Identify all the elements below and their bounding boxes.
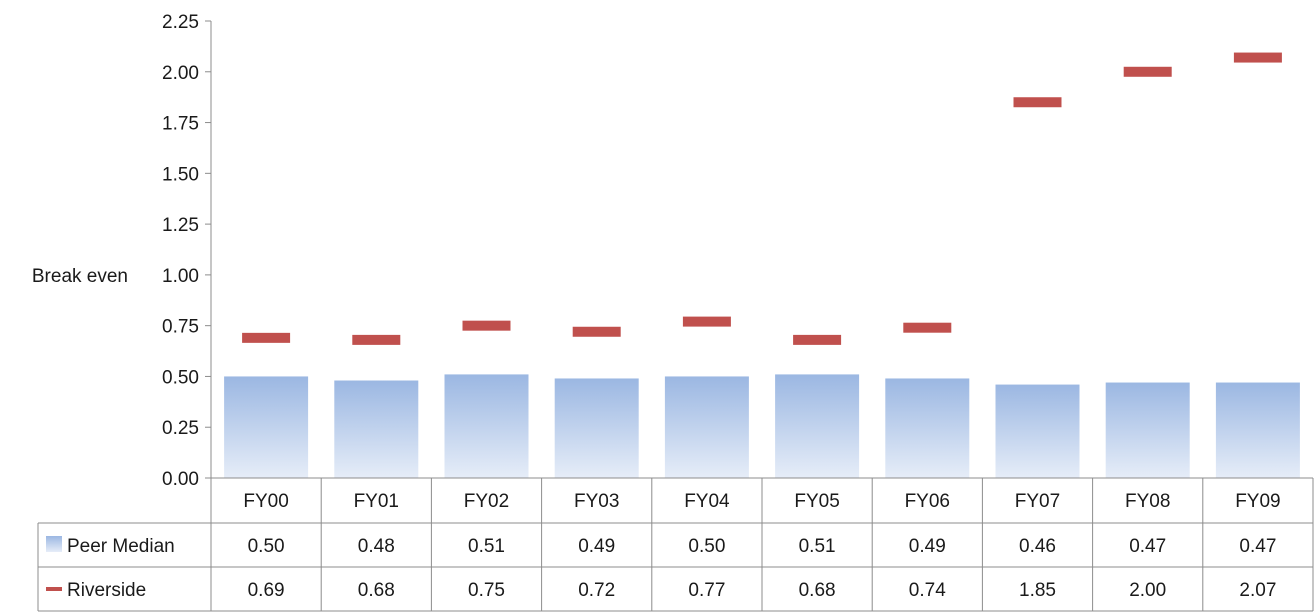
peer-median-bar [664, 376, 749, 478]
data-label: 0.75 [468, 580, 505, 601]
data-label: 0.50 [688, 536, 725, 557]
peer-median-bar [554, 378, 639, 478]
peer-median-bar [334, 380, 419, 478]
peer-median-bar [444, 374, 529, 478]
y-tick-label: 0.25 [162, 418, 199, 439]
y-tick-label: 0.00 [162, 469, 199, 490]
data-label: 0.72 [578, 580, 615, 601]
legend-label: Riverside [67, 580, 146, 601]
y-tick-label: 1.75 [162, 114, 199, 135]
data-label: 0.69 [248, 580, 285, 601]
peer-median-bar [1215, 382, 1300, 478]
category-label: FY06 [905, 491, 950, 512]
riverside-marker [1013, 97, 1062, 108]
category-label: FY08 [1125, 491, 1170, 512]
category-label: FY07 [1015, 491, 1060, 512]
category-label: FY03 [574, 491, 619, 512]
legend-label: Peer Median [67, 536, 175, 557]
y-tick-label: 2.00 [162, 63, 199, 84]
data-label: 2.00 [1129, 580, 1166, 601]
data-label: 0.51 [468, 536, 505, 557]
riverside-marker [793, 334, 842, 345]
riverside-marker [1123, 66, 1172, 77]
category-label: FY09 [1235, 491, 1280, 512]
riverside-marker [572, 326, 621, 337]
riverside-marker [462, 320, 511, 331]
riverside-marker [1233, 52, 1282, 63]
y-tick-label: 1.00 [162, 266, 199, 287]
data-label: 0.48 [358, 536, 395, 557]
data-label: 0.47 [1239, 536, 1276, 557]
data-label: 0.47 [1129, 536, 1166, 557]
data-label: 0.74 [909, 580, 946, 601]
data-label: 1.85 [1019, 580, 1056, 601]
y-tick-label: 2.25 [162, 12, 199, 33]
legend-key-peer-median [46, 536, 62, 552]
y-tick-label: 1.50 [162, 164, 199, 185]
data-label: 0.77 [688, 580, 725, 601]
y-tick-label: 1.25 [162, 215, 199, 236]
category-label: FY01 [354, 491, 399, 512]
data-label: 0.68 [799, 580, 836, 601]
legend-key-riverside [46, 587, 62, 591]
riverside-marker [682, 316, 731, 327]
data-label: 0.46 [1019, 536, 1056, 557]
riverside-marker [242, 332, 291, 343]
category-label: FY02 [464, 491, 509, 512]
y-tick-label: 0.75 [162, 317, 199, 338]
data-label: 0.68 [358, 580, 395, 601]
data-label: 0.50 [248, 536, 285, 557]
data-label: 0.51 [799, 536, 836, 557]
category-label: FY05 [794, 491, 839, 512]
data-label: 0.49 [578, 536, 615, 557]
data-label: 0.49 [909, 536, 946, 557]
riverside-marker [903, 322, 952, 333]
peer-median-bar [995, 384, 1080, 478]
data-label: 2.07 [1239, 580, 1276, 601]
break-even-annotation: Break even [32, 266, 128, 287]
category-label: FY00 [243, 491, 288, 512]
y-tick-label: 0.50 [162, 367, 199, 388]
peer-median-bar [1105, 382, 1190, 478]
category-label: FY04 [684, 491, 730, 512]
riverside-marker [352, 334, 401, 345]
peer-median-bar [885, 378, 970, 478]
peer-median-bar [775, 374, 860, 478]
peer-median-bar [224, 376, 309, 478]
